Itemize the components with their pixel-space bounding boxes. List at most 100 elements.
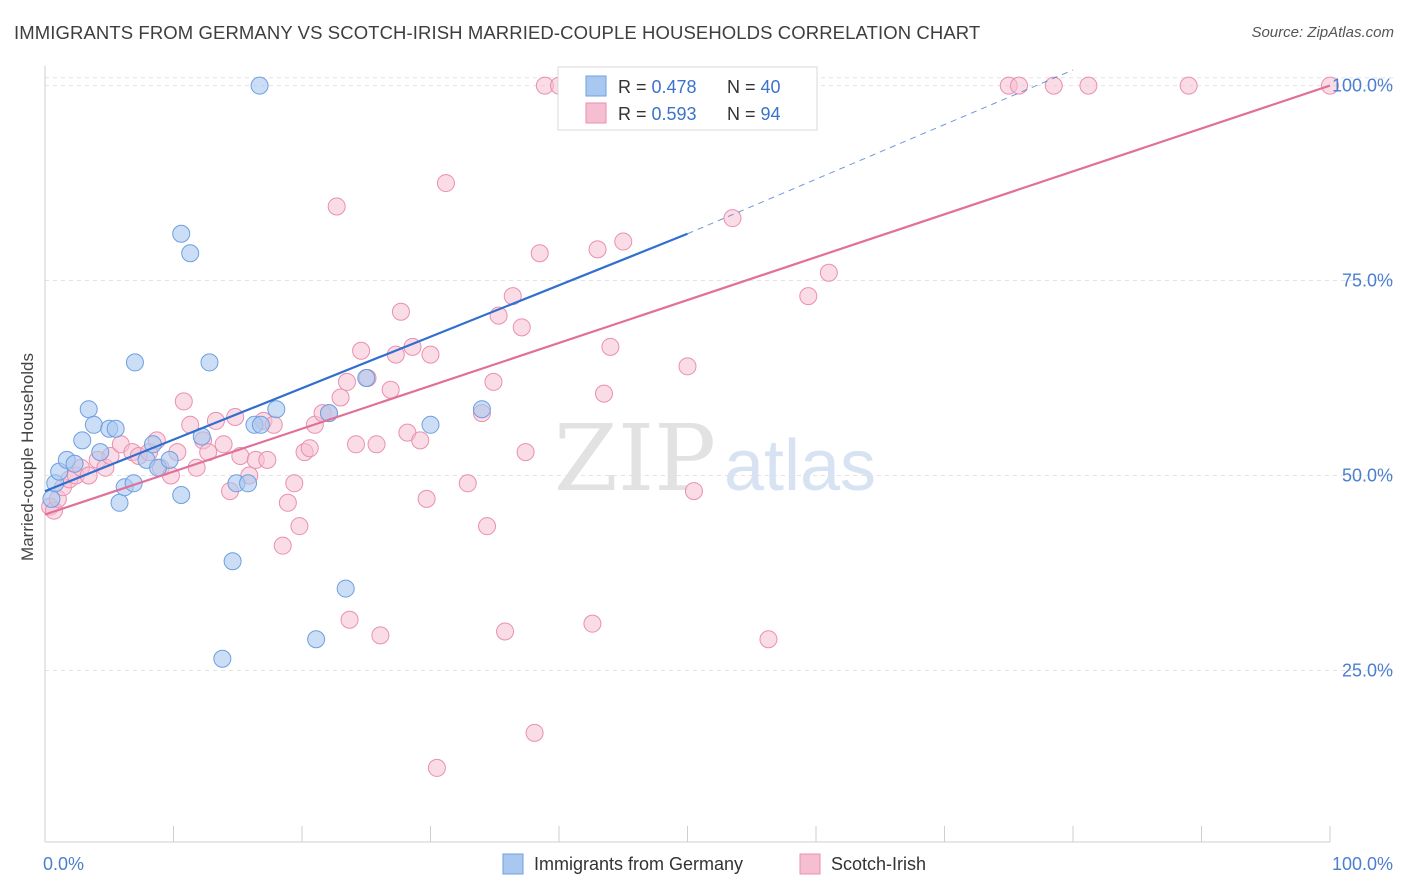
scotch-irish-point-89 (1044, 76, 1063, 95)
germany-point-30 (251, 415, 270, 434)
germany-point-0 (42, 489, 61, 508)
legend-bottom-label-scotch: Scotch-Irish (831, 854, 926, 874)
y-tick-label-3: 100.0% (1332, 76, 1393, 96)
tick-labels: 25.0% 50.0% 75.0% 100.0% 0.0% 100.0% (43, 76, 1393, 874)
scotch-irish-point-47 (346, 435, 365, 454)
legend-n-label-germany: N = (727, 77, 761, 97)
scotch-irish-point-52 (381, 380, 400, 399)
germany-point-18 (160, 450, 179, 469)
scotch-irish-point-78 (594, 384, 613, 403)
trend-line-germany (44, 232, 688, 493)
scotch-irish-point-82 (684, 482, 703, 501)
germany-point-23 (200, 353, 219, 372)
source-label: Source: ZipAtlas.com (1251, 24, 1394, 41)
scotch-irish-point-80 (614, 232, 633, 251)
germany-point-6 (79, 400, 98, 419)
germany-point-31 (267, 400, 286, 419)
scotch-irish-point-69 (512, 318, 531, 337)
scotch-irish-point-34 (273, 536, 292, 555)
watermark: ZIP atlas (554, 405, 876, 512)
svg-text:N = 94: N = 94 (727, 104, 781, 124)
legend-n-label-scotch: N = (727, 104, 761, 124)
germany-point-14 (125, 353, 144, 372)
germany-point-37 (472, 400, 491, 419)
scotch-irish-point-88 (1010, 76, 1029, 95)
scotch-irish-point-44 (331, 388, 350, 407)
svg-text:R = 0.478: R = 0.478 (618, 77, 697, 97)
legend-bottom-swatch-scotch (799, 853, 821, 875)
correlation-legend: R = 0.478 N = 40 R = 0.593 N = 94 (557, 66, 818, 131)
germany-point-27 (239, 474, 258, 493)
scotch-irish-point-65 (484, 372, 503, 391)
trend-lines (44, 69, 1331, 516)
legend-r-value-scotch: 0.593 (652, 104, 697, 124)
scotch-irish-point-50 (367, 435, 386, 454)
legend-bottom-swatch-germany (502, 853, 524, 875)
scotch-irish-point-70 (516, 443, 535, 462)
scotch-irish-point-83 (723, 209, 742, 228)
scotch-irish-point-60 (427, 758, 446, 777)
germany-point-24 (213, 649, 232, 668)
scotch-irish-point-76 (583, 614, 602, 633)
scotch-irish-point-37 (290, 517, 309, 536)
legend-r-value-germany: 0.478 (652, 77, 697, 97)
scotch-irish-point-84 (759, 630, 778, 649)
scotch-irish-point-39 (300, 439, 319, 458)
scotch-irish-point-64 (478, 517, 497, 536)
scotch-irish-point-32 (258, 450, 277, 469)
scotch-irish-point-43 (327, 197, 346, 216)
scotch-irish-point-54 (391, 302, 410, 321)
legend-swatch-germany (585, 75, 607, 97)
germany-point-29 (250, 76, 269, 95)
germany-point-34 (336, 579, 355, 598)
legend-r-label-scotch: R = (618, 104, 652, 124)
y-tick-label-2: 75.0% (1342, 271, 1393, 291)
scotch-irish-point-62 (458, 474, 477, 493)
scotch-irish-point-46 (340, 610, 359, 629)
legend-n-value-scotch: 94 (761, 104, 781, 124)
x-tick-label-1: 100.0% (1332, 854, 1393, 874)
scotch-irish-point-45 (337, 372, 356, 391)
x-tick-label-0: 0.0% (43, 854, 84, 874)
scotch-irish-point-36 (285, 474, 304, 493)
germany-point-35 (357, 369, 376, 388)
axes (44, 66, 1331, 843)
germany-point-13 (124, 474, 143, 493)
svg-text:R = 0.593: R = 0.593 (618, 104, 697, 124)
trend-line-germany-extension (687, 69, 1074, 235)
scotch-irish-point-51 (371, 626, 390, 645)
legend-swatch-scotch (585, 102, 607, 124)
germany-point-36 (421, 415, 440, 434)
scotch-irish-point-85 (799, 287, 818, 306)
germany-point-8 (91, 443, 110, 462)
legend-bottom-label-germany: Immigrants from Germany (534, 854, 743, 874)
germany-point-25 (223, 552, 242, 571)
y-tick-label-1: 50.0% (1342, 465, 1393, 485)
germany-point-21 (181, 244, 200, 263)
germany-point-5 (73, 431, 92, 450)
germany-point-20 (172, 224, 191, 243)
scotch-irish-point-58 (417, 489, 436, 508)
svg-text:N = 40: N = 40 (727, 77, 781, 97)
germany-point-19 (172, 485, 191, 504)
y-tick-label-0: 25.0% (1342, 660, 1393, 680)
series-legend: Immigrants from Germany Scotch-Irish (502, 853, 926, 875)
scotch-irish-point-61 (436, 174, 455, 193)
germany-points (42, 76, 678, 668)
legend-n-value-germany: 40 (761, 77, 781, 97)
scotch-irish-point-86 (819, 263, 838, 282)
germany-point-32 (307, 630, 326, 649)
scotch-irish-point-59 (421, 345, 440, 364)
scotch-irish-point-71 (525, 723, 544, 742)
germany-point-4 (65, 454, 84, 473)
germany-point-7 (84, 415, 103, 434)
watermark-atlas: atlas (724, 426, 876, 506)
scotch-irish-point-48 (352, 341, 371, 360)
chart-title: IMMIGRANTS FROM GERMANY VS SCOTCH-IRISH … (14, 22, 981, 43)
trend-line-scotch-irish (44, 84, 1331, 516)
germany-point-10 (106, 419, 125, 438)
scotch-irish-point-90 (1079, 76, 1098, 95)
scotch-irish-point-77 (588, 240, 607, 259)
scotch-irish-point-79 (601, 337, 620, 356)
